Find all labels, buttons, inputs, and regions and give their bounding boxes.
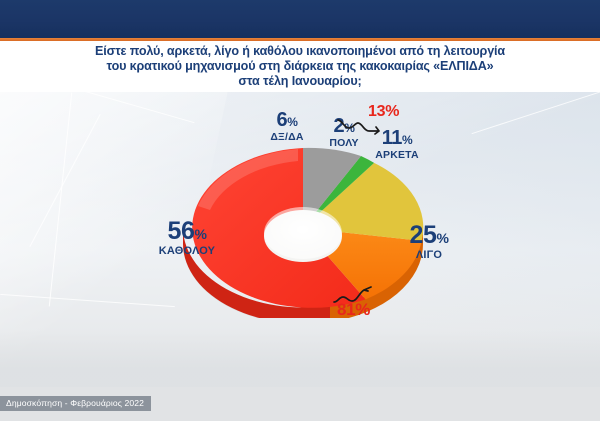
question-title-line1: Είστε πολύ, αρκετά, λίγο ή καθόλου ικανο… (95, 43, 505, 58)
question-title: Είστε πολύ, αρκετά, λίγο ή καθόλου ικανο… (67, 44, 533, 90)
label-katholou-value: 56% (167, 217, 207, 245)
donut-chart (178, 136, 428, 318)
question-title-line3: στα τέλη Ιανουαρίου; (238, 74, 362, 89)
label-katholou-name: ΚΑΘΟΛΟΥ (158, 245, 216, 257)
brace-satisfied-icon (337, 119, 380, 135)
label-ligo: 25% ΛΙΓΟ (390, 223, 468, 261)
donut-center-hole-rim (264, 207, 342, 259)
summary-unsatisfied-value: 81% (337, 300, 371, 319)
header-orange-rule (0, 38, 600, 41)
label-ligo-value: 25% (409, 221, 449, 249)
slice-dxda (303, 147, 361, 228)
label-arketa: 11% ΑΡΚΕΤΑ (364, 128, 430, 161)
question-title-band: Είστε πολύ, αρκετά, λίγο ή καθόλου ικανο… (0, 41, 600, 92)
label-poly-name: ΠΟΛΥ (329, 137, 359, 149)
label-ligo-name: ΛΙΓΟ (415, 249, 443, 261)
header-bar (0, 0, 600, 38)
donut-chart-svg (183, 147, 424, 318)
label-dxda: 6% ΔΞ/ΔΑ (252, 110, 322, 143)
label-katholou: 56% ΚΑΘΟΛΟΥ (140, 219, 234, 257)
question-title-line2: του κρατικού μηχανισμού στη διάρκεια της… (106, 58, 494, 73)
label-dxda-value: 6% (276, 109, 298, 131)
summary-satisfied-value: 13% (368, 103, 400, 120)
donut-highlight (198, 149, 298, 210)
label-dxda-name: ΔΞ/ΔΑ (270, 131, 304, 143)
label-arketa-value: 11% (381, 127, 413, 149)
brace-unsatisfied-icon (333, 286, 372, 303)
footer-caption: Δημοσκόπηση - Φεβρουάριος 2022 (0, 396, 152, 411)
label-arketa-name: ΑΡΚΕΤΑ (375, 149, 419, 161)
